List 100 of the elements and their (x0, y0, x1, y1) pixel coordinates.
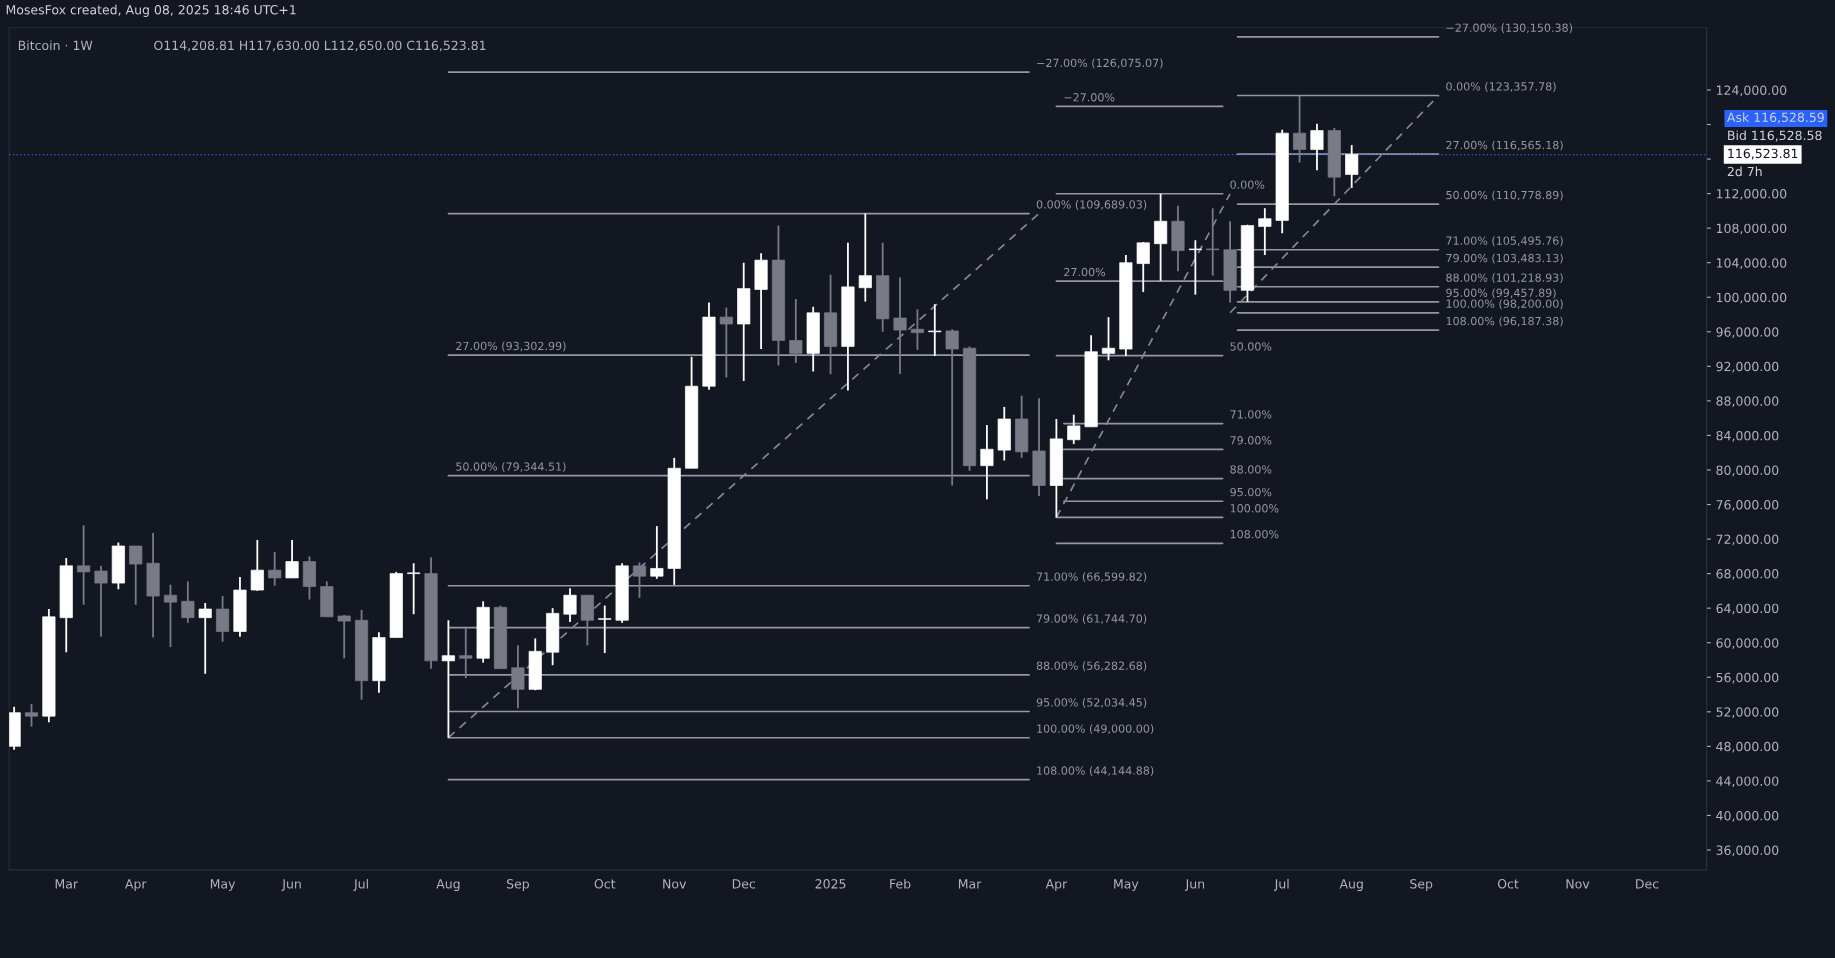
annotation: 100.00% (98,200.00) (1446, 299, 1563, 310)
y-tick-label: 92,000.00 (1716, 361, 1779, 373)
y-tick-label: 124,000.00 (1716, 85, 1787, 97)
candlestick (928, 303, 942, 357)
annotation: 71.00% (105,495.76) (1446, 236, 1563, 247)
candlestick (1188, 239, 1202, 296)
x-tick-label: Sep (1410, 879, 1433, 891)
annotation: 27.00% (93,302.99) (456, 341, 566, 352)
y-tick-label: 104,000.00 (1716, 258, 1787, 269)
candlestick (858, 212, 872, 303)
annotation: 100.00% (49,000.00) (1037, 724, 1154, 735)
x-tick-label: Jun (1184, 879, 1205, 891)
annotation: 71.00% (66,599.82) (1036, 572, 1147, 583)
x-tick-label: Nov (663, 879, 687, 889)
annotation: −27.00% (1064, 93, 1115, 102)
x-tick-label: Aug (1339, 879, 1363, 891)
candlestick (94, 564, 108, 638)
x-tick-label: May (1114, 879, 1139, 891)
annotation: 108.00% (96,187.38) (1446, 316, 1563, 327)
annotation: 71.00% (1230, 410, 1272, 419)
x-tick-label: Apr (125, 879, 147, 891)
x-tick-label: Oct (594, 879, 616, 889)
candlestick (719, 306, 733, 379)
x-tick-label: Apr (1045, 879, 1068, 891)
annotation: 27.00% (1064, 267, 1106, 277)
annotation: 50.00% (110,778.89) (1446, 190, 1563, 201)
annotation: −27.00% (130,150.38) (1446, 23, 1573, 34)
annotation: 0.00% (123,357.78) (1446, 81, 1556, 92)
y-tick-label: 44,000.00 (1716, 776, 1779, 788)
candlestick (1258, 207, 1272, 256)
candlestick (980, 424, 994, 501)
candlestick (407, 562, 421, 616)
y-tick-label: 48,000.00 (1716, 741, 1779, 753)
candlestick (163, 583, 178, 648)
y-tick-label: 64,000.00 (1716, 603, 1779, 615)
annotation: 88.00% (1230, 465, 1272, 474)
annotation: 79.00% (103,483.13) (1446, 253, 1563, 264)
y-tick-label: 100,000.00 (1716, 292, 1787, 304)
x-tick-label: Oct (1497, 879, 1519, 889)
x-tick-label: Feb (890, 878, 911, 889)
x-tick-label: Nov (1566, 879, 1590, 889)
text: Ask 116,528.59 (1727, 112, 1824, 124)
annotation: 79.00% (1230, 436, 1272, 445)
annotation: 50.00% (1230, 342, 1272, 351)
candlestick (181, 580, 195, 624)
y-tick-label: 108,000.00 (1716, 223, 1787, 235)
y-tick-label: 36,000.00 (1716, 845, 1779, 857)
x-tick-label: Mar (55, 879, 79, 889)
y-tick-label: 96,000.00 (1716, 327, 1779, 338)
candlestick (563, 587, 577, 623)
candlestick (337, 614, 351, 660)
annotation: 88.00% (56,282.68) (1036, 661, 1147, 672)
y-tick-label: 88,000.00 (1716, 396, 1779, 408)
candlestick (1154, 192, 1168, 282)
x-tick-label: Jul (353, 878, 368, 891)
x-tick-label: Sep (506, 879, 529, 891)
y-tick-label: 72,000.00 (1716, 534, 1779, 546)
x-tick-label: 2025 (815, 879, 846, 889)
y-tick-label: 84,000.00 (1716, 430, 1779, 442)
y-tick-label: 52,000.00 (1716, 707, 1779, 719)
candlestick (632, 561, 647, 599)
candlestick (945, 328, 959, 487)
candlestick (1293, 94, 1307, 164)
annotation: 79.00% (61,744.70) (1036, 614, 1147, 625)
candlestick (77, 524, 91, 606)
candlestick (1101, 316, 1116, 362)
candlestick (1310, 122, 1324, 172)
candlestick (441, 619, 455, 739)
x-tick-label: Dec (732, 879, 756, 889)
x-tick-label: Aug (436, 879, 460, 891)
annotation: 95.00% (1230, 487, 1272, 497)
annotation: 0.00% (1230, 180, 1265, 189)
candlestick (1345, 144, 1359, 189)
x-tick-label: Jul (1274, 878, 1289, 891)
y-tick-label: 60,000.00 (1716, 638, 1779, 649)
annotation: 0.00% (109,689.03) (1036, 200, 1147, 210)
candlestick (285, 539, 299, 579)
x-tick-label: Jun (281, 879, 301, 891)
candlestick (893, 276, 907, 376)
candlestick (598, 604, 612, 654)
annotation: 88.00% (101,218.93) (1446, 273, 1563, 284)
ref-line-label: 116,523.81 (1728, 148, 1798, 160)
text: Bitcoin · 1W (18, 40, 93, 51)
text: 2d 7h (1727, 166, 1762, 177)
annotation: 108.00% (1230, 529, 1279, 539)
candlestick (24, 703, 39, 728)
candlestick (1067, 413, 1081, 445)
annotation: 100.00% (1230, 504, 1279, 513)
candlestick (198, 602, 212, 675)
candlestick (1136, 241, 1150, 293)
candlestick (1206, 207, 1220, 277)
text: O114,208.81 H117,630.00 L112,650.00 C116,523.81 (154, 40, 486, 52)
candlestick (129, 545, 143, 606)
candlestick (910, 308, 924, 351)
y-tick-label: 40,000.00 (1716, 810, 1779, 822)
x-tick-label: Dec (1636, 879, 1659, 889)
candlestick (268, 551, 282, 587)
annotation: 108.00% (44,144.88) (1037, 766, 1154, 777)
candlestick (459, 627, 473, 680)
x-tick-label: May (210, 879, 236, 891)
